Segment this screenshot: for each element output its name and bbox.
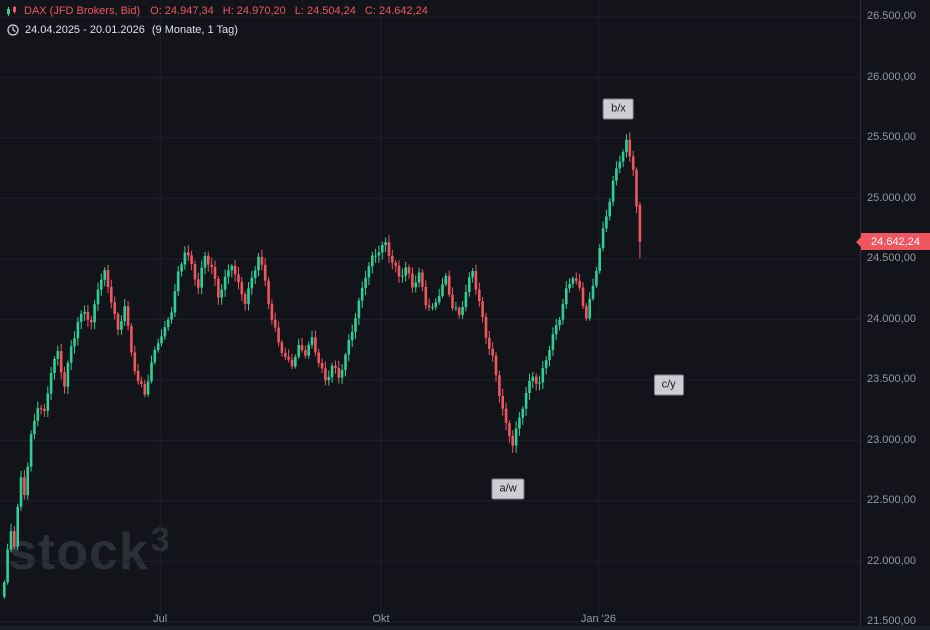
y-axis-tick-label: 26.000,00 <box>867 70 916 83</box>
date-range-header: 24.04.2025 - 20.01.2026 (9 Monate, 1 Tag… <box>7 24 238 36</box>
x-axis-tick-label: Jan '26 <box>580 613 616 625</box>
symbol-label: DAX (JFD Brokers, Bid) <box>24 5 141 17</box>
y-axis-tick-label: 25.500,00 <box>867 131 916 144</box>
time-axis[interactable]: Jul Okt Jan '26 <box>0 609 860 628</box>
wave-label-a-w[interactable]: a/w <box>491 478 525 500</box>
wave-label-c-y[interactable]: c/y <box>653 374 684 396</box>
y-axis-tick-label: 24.500,00 <box>867 252 916 265</box>
y-axis-tick-label: 24.000,00 <box>867 312 916 325</box>
duration-label: (9 Monate, 1 Tag) <box>151 24 238 36</box>
ohlc-open: O: 24.947,34 <box>150 5 214 17</box>
price-axis[interactable]: 24.642,24 26.500,00 26.000,00 25.500,00 25.… <box>861 0 930 630</box>
wave-label-b-x[interactable]: b/x <box>603 98 634 120</box>
ohlc-low: L: 24.504,24 <box>294 5 356 17</box>
instrument-header: DAX (JFD Brokers, Bid) O: 24.947,34 H: 2… <box>6 5 437 17</box>
last-price-label: 24.642,24 <box>871 235 920 248</box>
clock-icon <box>7 24 19 36</box>
candlestick-icon <box>7 6 16 16</box>
y-axis-tick-label: 22.000,00 <box>867 554 916 567</box>
x-axis-tick-label: Okt <box>372 613 390 625</box>
y-axis-tick-label: 25.000,00 <box>867 191 916 204</box>
date-range-label: 24.04.2025 - 20.01.2026 <box>25 24 145 36</box>
x-axis-tick-label: Jul <box>153 613 168 625</box>
y-axis-tick-label: 22.500,00 <box>867 494 916 507</box>
y-axis-tick-label: 26.500,00 <box>867 10 916 23</box>
y-axis-tick-label: 21.500,00 <box>867 615 916 628</box>
bottom-bar <box>0 626 930 630</box>
y-axis-tick-label: 23.500,00 <box>867 373 916 386</box>
y-axis-tick-label: 23.000,00 <box>867 433 916 446</box>
last-price-tag: 24.642,24 <box>861 233 930 251</box>
ohlc-high: H: 24.970,20 <box>222 5 286 17</box>
ohlc-close: C: 24.642,24 <box>364 5 428 17</box>
